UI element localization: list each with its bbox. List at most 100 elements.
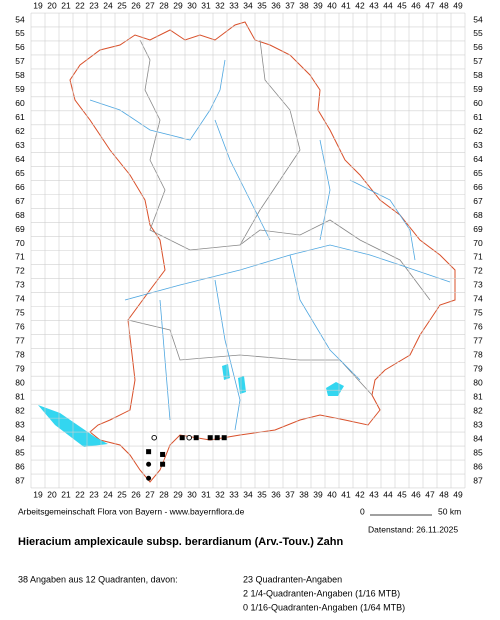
row-label: 63	[473, 140, 483, 150]
row-label: 62	[15, 126, 25, 136]
column-label: 31	[201, 489, 211, 499]
column-label: 27	[145, 489, 155, 499]
occurrence-square	[221, 435, 227, 441]
column-label: 47	[425, 0, 435, 10]
row-label: 75	[15, 308, 25, 318]
row-label: 65	[473, 168, 483, 178]
column-label: 29	[173, 0, 183, 10]
column-label: 28	[159, 0, 169, 10]
column-label: 24	[103, 0, 113, 10]
state-border	[69, 21, 456, 483]
occurrence-dot	[146, 475, 152, 481]
summary-line: 0 1/16-Quadranten-Angaben (1/64 MTB)	[243, 602, 405, 612]
column-label: 42	[355, 489, 365, 499]
row-label: 63	[15, 140, 25, 150]
row-label: 84	[473, 433, 483, 443]
row-label: 83	[15, 419, 25, 429]
row-label: 79	[473, 363, 483, 373]
row-label: 54	[473, 14, 483, 24]
credit: Arbeitsgemeinschaft Flora von Bayern - w…	[18, 506, 245, 516]
river	[319, 139, 331, 241]
column-label: 33	[229, 0, 239, 10]
row-label: 72	[473, 266, 483, 276]
scale-start: 0	[360, 506, 365, 516]
column-label: 38	[299, 0, 309, 10]
occurrence-square	[179, 435, 185, 441]
column-label: 23	[89, 0, 99, 10]
column-label: 26	[131, 0, 141, 10]
row-label: 82	[473, 405, 483, 415]
row-label: 79	[15, 363, 25, 373]
row-label: 82	[15, 405, 25, 415]
row-label: 59	[15, 84, 25, 94]
row-label: 60	[15, 98, 25, 108]
column-label: 44	[383, 0, 393, 10]
row-label: 86	[15, 461, 25, 471]
river	[124, 244, 451, 301]
column-label: 43	[369, 0, 379, 10]
summary-total: 38 Angaben aus 12 Quadranten, davon:	[18, 574, 178, 584]
row-label: 70	[473, 238, 483, 248]
row-label: 56	[15, 42, 25, 52]
column-label: 37	[285, 489, 295, 499]
scale-end: 50 km	[438, 506, 461, 516]
row-label: 58	[473, 70, 483, 80]
row-label: 85	[15, 447, 25, 457]
basemap	[38, 21, 456, 483]
row-label: 77	[15, 336, 25, 346]
column-label: 25	[117, 0, 127, 10]
column-label: 25	[117, 489, 127, 499]
column-label: 45	[397, 0, 407, 10]
column-label: 38	[299, 489, 309, 499]
column-label: 49	[453, 489, 463, 499]
rivers	[89, 59, 451, 431]
river	[159, 299, 171, 421]
column-label: 23	[89, 489, 99, 499]
title: Hieracium amplexicaule subsp. berardianu…	[18, 536, 343, 548]
column-label: 36	[271, 0, 281, 10]
river	[214, 119, 271, 241]
row-label: 69	[473, 224, 483, 234]
column-label: 48	[439, 489, 449, 499]
river	[349, 179, 416, 261]
column-label: 41	[341, 0, 351, 10]
row-label: 74	[473, 294, 483, 304]
column-label: 26	[131, 489, 141, 499]
column-label: 29	[173, 489, 183, 499]
row-label: 73	[15, 280, 25, 290]
lake	[222, 364, 230, 380]
column-label: 46	[411, 0, 421, 10]
river	[214, 279, 241, 431]
summary-line: 23 Quadranten-Angaben	[243, 574, 342, 584]
row-label: 64	[473, 154, 483, 164]
row-label: 68	[15, 210, 25, 220]
occurrence-square	[207, 435, 213, 441]
row-label: 66	[15, 182, 25, 192]
row-label: 55	[473, 28, 483, 38]
column-label: 48	[439, 0, 449, 10]
row-label: 55	[15, 28, 25, 38]
column-label: 33	[229, 489, 239, 499]
column-label: 35	[257, 0, 267, 10]
district-border	[239, 39, 301, 246]
column-label: 32	[215, 489, 225, 499]
column-label: 47	[425, 489, 435, 499]
column-label: 41	[341, 489, 351, 499]
column-label: 30	[187, 489, 197, 499]
column-label: 40	[327, 489, 337, 499]
lake	[326, 382, 344, 396]
row-label: 83	[473, 419, 483, 429]
column-label: 27	[145, 0, 155, 10]
row-label: 57	[473, 56, 483, 66]
district-border	[139, 39, 431, 301]
row-label: 68	[473, 210, 483, 220]
occurrence-square	[193, 435, 199, 441]
row-label: 62	[473, 126, 483, 136]
row-label: 56	[473, 42, 483, 52]
row-label: 87	[15, 475, 25, 485]
column-label: 31	[201, 0, 211, 10]
row-label: 80	[473, 377, 483, 387]
summary-line: 2 1/4-Quadranten-Angaben (1/16 MTB)	[243, 588, 400, 598]
row-label: 78	[473, 350, 483, 360]
